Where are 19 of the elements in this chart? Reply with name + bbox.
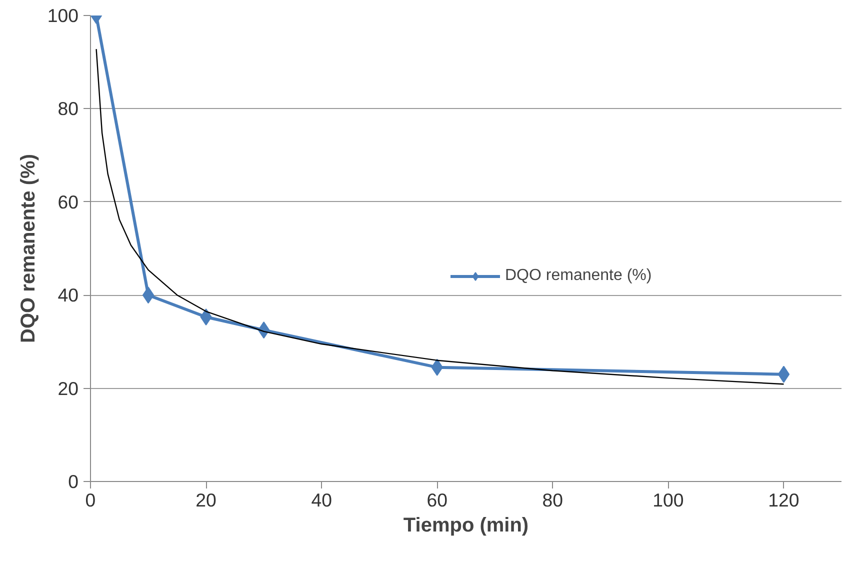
legend-label: DQO remanente (%) [505, 267, 652, 285]
x-tick-label: 80 [542, 490, 564, 510]
point [200, 308, 212, 326]
x-axis-title: Tiempo (min) [403, 514, 529, 536]
y-tick-label: 40 [58, 284, 79, 306]
point [142, 286, 154, 304]
x-tick-label: 0 [85, 490, 96, 510]
y-axis-title: DQO remanente (%) [17, 154, 40, 343]
x-tick-label: 20 [196, 490, 216, 510]
y-tick-label: 60 [58, 191, 79, 212]
y-tick-label: 100 [47, 5, 79, 26]
x-tick-label: 40 [311, 490, 332, 510]
x-tick-label: 60 [426, 490, 448, 510]
y-tick-label: 0 [68, 471, 79, 492]
y-tick-label: 20 [58, 378, 79, 399]
point [778, 366, 790, 383]
x-tick-label: 120 [768, 490, 800, 510]
x-tick-label: 100 [652, 490, 684, 510]
y-tick-label: 80 [58, 98, 79, 120]
